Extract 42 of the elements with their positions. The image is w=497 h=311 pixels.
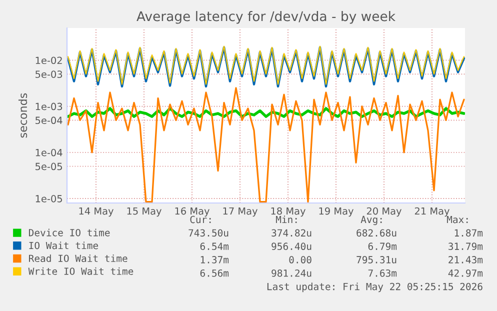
x-tick-label: 17 May <box>223 207 258 217</box>
y-tick-label: 5e-05 <box>36 162 62 170</box>
x-tick-label: 18 May <box>271 207 306 217</box>
x-tick-label: 21 May <box>414 207 450 217</box>
text: 1.37m <box>200 256 229 264</box>
text: 6.79m <box>368 242 397 250</box>
chart-title: Average latency for /dev/vda - by week <box>136 11 396 24</box>
text: 374.82u <box>272 229 312 237</box>
x-tick-label: 19 May <box>319 207 354 217</box>
text: Min: <box>276 216 297 224</box>
legend-label: Write IO Wait time <box>28 267 134 275</box>
x-tick-label: 20 May <box>366 207 402 217</box>
text: 42.97m <box>448 269 483 277</box>
x-tick-label: 15 May <box>127 207 162 217</box>
text: Max: <box>446 216 468 224</box>
text: 31.79m <box>448 242 483 250</box>
y-tick-label: 1e-04 <box>36 148 62 156</box>
y-tick-label: 1e-03 <box>36 102 62 110</box>
text: 21.43m <box>448 256 483 264</box>
text: 6.56m <box>200 269 229 277</box>
y-tick-label: 5e-03 <box>36 70 62 78</box>
text: 795.31u <box>356 256 396 264</box>
text: Avg: <box>360 216 382 226</box>
text: 0.00 <box>289 256 312 264</box>
text: 7.63m <box>368 269 397 277</box>
legend-label: Device IO time <box>28 228 110 236</box>
x-tick-label: 16 May <box>175 207 210 217</box>
text: 1.87m <box>454 229 483 237</box>
text: 981.24u <box>272 269 312 277</box>
text: Last update: Fri May 22 05:25:15 2026 <box>267 282 482 292</box>
text: 6.54m <box>200 242 229 250</box>
text: 956.40u <box>272 242 312 250</box>
y-tick-label: 1e-05 <box>36 195 62 202</box>
y-tick-label: 5e-04 <box>36 116 62 124</box>
text: 682.68u <box>356 229 396 237</box>
y-axis-title: seconds <box>18 93 28 138</box>
legend-label: Read IO Wait time <box>29 254 128 262</box>
text: Cur: <box>190 216 211 224</box>
text: 743.50u <box>188 229 228 237</box>
y-tick-label: 1e-02 <box>36 56 62 64</box>
legend-label: IO Wait time <box>29 242 98 250</box>
x-tick-label: 14 May <box>79 207 114 217</box>
